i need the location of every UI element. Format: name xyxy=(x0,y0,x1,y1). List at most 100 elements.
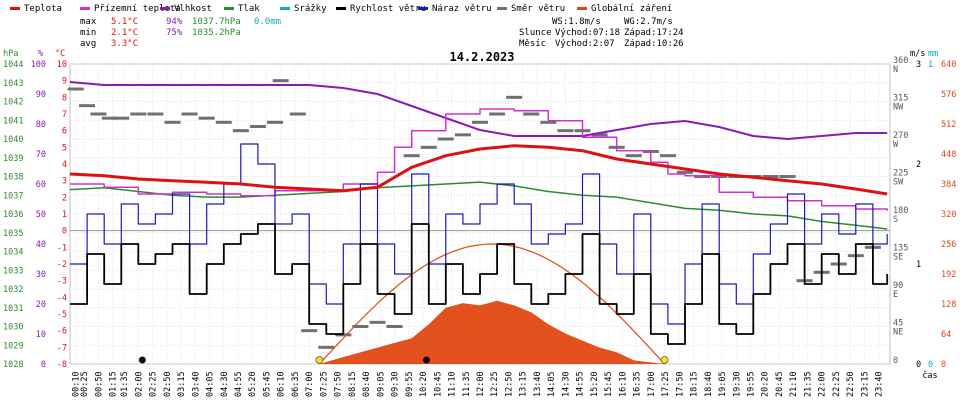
legend-swatch xyxy=(577,7,587,10)
stats-min-press: 1035.2hPa xyxy=(192,28,241,38)
x-tick-label: 15:45 xyxy=(604,371,614,397)
x-tick-label: 21:10 xyxy=(789,371,799,397)
x-axis-label: čas xyxy=(922,370,937,381)
radiation-tick-label: 448 xyxy=(941,150,956,160)
x-tick-label: 16:10 xyxy=(618,371,628,397)
x-tick-label: 14:55 xyxy=(576,371,586,397)
wind-direction-point xyxy=(694,175,711,178)
radiation-tick-label: 192 xyxy=(941,270,956,280)
x-tick-label: 14:05 xyxy=(547,371,557,397)
wind-speed-avg: WS:1.8m/s xyxy=(552,17,601,27)
percent-tick-label: 40 xyxy=(36,240,46,250)
legend-swatch xyxy=(418,7,428,10)
hpa-tick-label: 1031 xyxy=(3,304,23,314)
celsius-tick-label: 5 xyxy=(62,143,67,153)
percent-tick-label: 30 xyxy=(36,270,46,280)
x-tick-label: 03:15 xyxy=(177,371,187,397)
x-tick-label: 07:00 xyxy=(305,371,315,397)
x-tick-label: 17:25 xyxy=(661,371,671,397)
celsius-tick-label: 3 xyxy=(62,177,67,187)
celsius-tick-label: 2 xyxy=(62,193,67,203)
wind-dir-name-label: S xyxy=(893,215,898,225)
wind-direction-point xyxy=(101,116,118,120)
radiation-tick-label: 512 xyxy=(941,120,956,130)
wind-direction-point xyxy=(779,175,796,178)
celsius-tick-label: -1 xyxy=(57,243,67,253)
moonset-time: Západ:10:26 xyxy=(624,39,684,49)
wind-direction-point xyxy=(523,112,540,116)
percent-tick-label: 0 xyxy=(41,360,46,370)
legend-swatch xyxy=(336,7,346,10)
x-tick-label: 02:25 xyxy=(149,371,159,397)
radiation-tick-label: 320 xyxy=(941,210,956,220)
wind-direction-point xyxy=(301,329,318,333)
hpa-tick-label: 1037 xyxy=(3,191,23,201)
wind-direction-point xyxy=(352,325,369,328)
wind-direction-point xyxy=(249,125,266,128)
sunset-time: Západ:17:24 xyxy=(624,28,684,38)
x-tick-label: 06:10 xyxy=(277,371,287,397)
stats-max-press: 1037.7hPa xyxy=(192,17,241,27)
moon-marker xyxy=(422,356,430,364)
radiation-tick-label: 128 xyxy=(941,300,956,310)
legend-swatch xyxy=(10,7,20,10)
celsius-tick-label: 8 xyxy=(62,93,67,103)
x-tick-label: 19:55 xyxy=(746,371,756,397)
x-tick-label: 17:00 xyxy=(647,371,657,397)
wind-direction-point xyxy=(198,116,215,120)
humidity-line xyxy=(69,81,888,140)
hpa-tick-label: 1029 xyxy=(3,341,23,351)
wind-speed-line xyxy=(70,223,889,345)
wind-gust-avg: WG:2.7m/s xyxy=(624,17,673,27)
stats-avg-label: avg xyxy=(80,39,96,49)
wind-direction-point xyxy=(762,175,779,178)
wind-dir-name-label: NW xyxy=(893,103,904,113)
wind-direction-point xyxy=(369,320,386,324)
wind-direction-point xyxy=(90,112,107,116)
wind-direction-point xyxy=(289,112,306,116)
x-tick-label: 22:25 xyxy=(832,371,842,397)
wind-dir-name-label: E xyxy=(893,290,898,300)
wind-dir-name-label: SW xyxy=(893,178,904,188)
wind-speed-tick-label: 2 xyxy=(916,160,921,170)
x-tick-label: 17:50 xyxy=(675,371,685,397)
x-tick-label: 12:50 xyxy=(504,371,514,397)
x-tick-label: 01:15 xyxy=(109,371,119,397)
hpa-tick-label: 1032 xyxy=(3,285,23,295)
x-tick-label: 00:25 xyxy=(80,371,90,397)
chart-title: 14.2.2023 xyxy=(449,50,514,64)
hpa-tick-label: 1040 xyxy=(3,135,23,145)
wind-direction-point xyxy=(267,120,283,124)
wind-speed-unit-label: m/s xyxy=(910,49,925,59)
wind-dir-tick-label: 90 xyxy=(893,281,903,291)
wind-direction-point xyxy=(181,112,198,116)
x-tick-label: 18:40 xyxy=(704,371,714,397)
radiation-tick-label: 384 xyxy=(941,180,956,190)
stats-min-hum: 75% xyxy=(166,28,183,38)
legend-label: Náraz větru xyxy=(432,4,492,14)
wind-direction-point xyxy=(318,345,335,349)
celsius-tick-label: -3 xyxy=(57,277,67,287)
x-tick-label: 18:15 xyxy=(690,371,700,397)
legend-label: Vlhkost xyxy=(174,4,212,14)
x-tick-label: 00:10 xyxy=(72,371,82,397)
stats-min-label: min xyxy=(80,28,96,38)
wind-speed-tick-label: 1 xyxy=(916,260,921,270)
wind-dir-name-label: SE xyxy=(893,253,903,263)
x-tick-label: 19:30 xyxy=(732,371,742,397)
radiation-tick-label: 64 xyxy=(941,330,951,340)
wind-direction-point xyxy=(164,120,181,124)
percent-unit-label: % xyxy=(38,49,43,59)
legend-label: Srážky xyxy=(294,4,327,14)
wind-dir-tick-label: 135 xyxy=(893,244,908,254)
legend-swatch xyxy=(80,7,90,10)
wind-direction-point xyxy=(386,325,403,328)
hpa-tick-label: 1035 xyxy=(3,229,23,239)
hpa-tick-label: 1044 xyxy=(3,60,23,70)
celsius-tick-label: 6 xyxy=(62,127,67,137)
hpa-tick-label: 1028 xyxy=(3,360,23,370)
x-tick-label: 09:05 xyxy=(376,371,386,397)
stats-max-label: max xyxy=(80,17,97,27)
